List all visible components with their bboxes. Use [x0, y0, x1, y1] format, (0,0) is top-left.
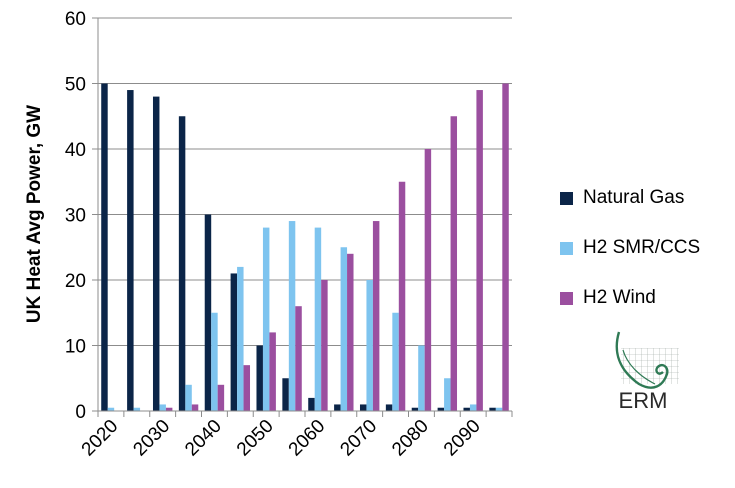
legend-label: H2 SMR/CCS [583, 237, 701, 258]
bar-h2-smr-ccs-2040 [211, 312, 218, 411]
bar-natural-gas-2080 [411, 407, 419, 411]
bar-h2-smr-ccs-2030 [159, 404, 166, 411]
y-axis-label: UK Heat Avg Power, GW [24, 105, 45, 323]
gridlines [98, 17, 512, 346]
bar-h2-wind-2070 [372, 221, 380, 411]
legend-swatch [560, 291, 573, 305]
x-tick-label: 2030 [129, 416, 174, 461]
x-tick-label: 2060 [285, 416, 330, 461]
bar-h2-wind-2030 [165, 407, 173, 411]
legend-item-natural-gas: Natural Gas [560, 184, 700, 212]
x-tick-label: 2050 [233, 416, 278, 461]
bars [101, 83, 509, 412]
bar-h2-wind-2060 [321, 280, 328, 411]
erm-logo: ERM [605, 330, 685, 415]
bar-natural-gas-2075 [385, 404, 393, 411]
bar-h2-smr-ccs-2055 [288, 221, 296, 411]
x-tick-label: 2090 [440, 416, 485, 461]
bar-h2-wind-2075 [398, 181, 406, 411]
legend-swatch [560, 191, 573, 205]
bar-natural-gas-2025 [127, 90, 134, 412]
legend: Natural Gas H2 SMR/CCS H2 Wind [560, 184, 700, 334]
bar-natural-gas-2070 [359, 404, 367, 411]
bar-natural-gas-2035 [178, 116, 186, 411]
bar-h2-wind-2040 [217, 384, 225, 411]
bar-natural-gas-2040 [204, 214, 212, 411]
bar-h2-wind-2080 [424, 149, 432, 411]
legend-item-h2-wind: H2 Wind [560, 284, 700, 312]
x-tick-label: 2070 [336, 416, 381, 461]
x-tick-label: 2080 [388, 416, 433, 461]
bar-h2-smr-ccs-2060 [314, 227, 322, 411]
y-tick-label: 50 [65, 75, 86, 96]
bar-natural-gas-2065 [334, 404, 341, 411]
bar-h2-wind-2095 [502, 83, 509, 411]
bar-h2-wind-2090 [476, 90, 483, 412]
bar-natural-gas-2095 [489, 407, 496, 411]
bar-h2-smr-ccs-2080 [418, 345, 425, 411]
bar-natural-gas-2090 [463, 407, 470, 411]
bar-h2-smr-ccs-2045 [237, 266, 244, 411]
bar-h2-smr-ccs-2050 [262, 227, 270, 411]
y-tick-label: 60 [65, 9, 86, 30]
bar-h2-wind-2045 [243, 365, 251, 411]
bar-natural-gas-2060 [308, 397, 315, 411]
bar-h2-wind-2065 [347, 253, 354, 411]
bar-natural-gas-2055 [282, 378, 289, 411]
legend-item-h2-smr-ccs: H2 SMR/CCS [560, 234, 700, 262]
bar-h2-smr-ccs-2075 [392, 312, 399, 411]
bar-h2-wind-2085 [450, 116, 458, 411]
bar-h2-smr-ccs-2085 [444, 378, 451, 411]
bar-h2-smr-ccs-2035 [185, 384, 192, 411]
legend-label: Natural Gas [583, 187, 685, 208]
bar-natural-gas-2020 [101, 83, 108, 411]
bar-natural-gas-2030 [152, 96, 160, 411]
y-tick-label: 20 [65, 271, 86, 292]
erm-logo-icon: ERM [615, 331, 679, 413]
legend-label: H2 Wind [583, 287, 656, 308]
bar-h2-smr-ccs-2025 [133, 407, 141, 411]
x-tick-label: 2040 [181, 416, 226, 461]
y-tick-label: 10 [65, 337, 86, 358]
bar-natural-gas-2050 [256, 345, 263, 411]
legend-swatch [560, 241, 573, 255]
bar-h2-smr-ccs-2090 [469, 404, 477, 411]
axes [92, 17, 513, 417]
bar-h2-wind-2050 [269, 332, 276, 411]
bar-h2-wind-2055 [295, 306, 302, 411]
logo-text: ERM [619, 388, 668, 413]
bar-natural-gas-2085 [437, 407, 445, 411]
bar-h2-smr-ccs-2095 [495, 407, 503, 411]
bar-h2-wind-2035 [191, 404, 199, 411]
bar-natural-gas-2045 [230, 273, 238, 411]
y-tick-label: 30 [65, 206, 86, 227]
y-tick-label: 0 [75, 402, 86, 423]
bar-h2-smr-ccs-2065 [340, 247, 348, 411]
bar-h2-smr-ccs-2020 [107, 407, 115, 411]
y-tick-label: 40 [65, 140, 86, 161]
bar-h2-smr-ccs-2070 [366, 280, 373, 411]
